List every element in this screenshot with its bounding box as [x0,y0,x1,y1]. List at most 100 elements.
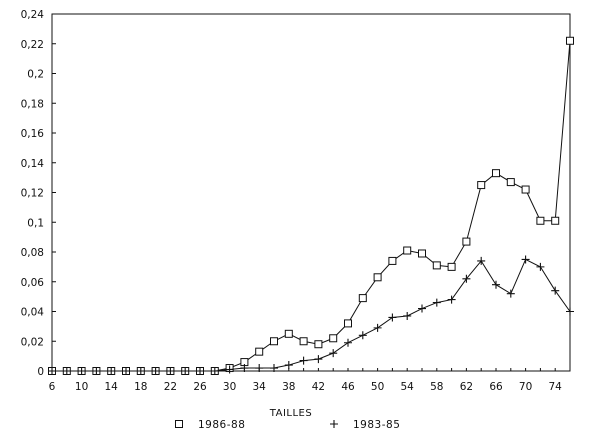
x-tick-label: 18 [134,381,147,393]
data-point-square [462,237,471,246]
y-tick-label: 0,22 [21,39,44,51]
data-point-plus [418,304,426,313]
legend-marker-square [175,420,183,428]
data-point-plus [270,364,278,373]
legend-label: 1986-88 [198,419,245,431]
x-tick-label: 38 [282,381,295,393]
data-point-plus [477,256,486,265]
legend: 1986-88 1983-85 [175,419,400,431]
data-point-plus [521,255,530,264]
y-tick-label: 0,12 [21,188,44,200]
series-line [52,40,571,372]
data-point-plus [314,355,323,364]
x-tick-label: 6 [49,381,56,393]
data-point-square [358,294,367,303]
data-point-square [299,337,308,346]
data-point-square [255,347,264,356]
data-point-square [403,246,412,255]
x-tick-label: 50 [371,381,384,393]
x-tick-label: 22 [164,381,177,393]
data-point-plus [447,295,456,304]
data-point-plus [329,349,338,358]
series-line [52,258,571,372]
y-tick-label: 0,16 [21,128,45,140]
data-point-square [566,36,574,45]
data-point-plus [432,298,441,307]
data-point-plus [151,367,160,375]
data-point-plus [107,367,116,375]
x-tick-label: 30 [223,381,236,393]
x-tick-label: 74 [549,381,563,393]
x-axis-label: TAILLES [269,408,312,419]
x-tick-label: 14 [105,381,119,393]
x-tick-label: 10 [75,381,88,393]
data-point-plus [77,367,86,375]
data-point-plus [166,367,175,375]
data-point-plus [299,356,308,365]
data-point-plus [48,367,56,375]
data-point-plus [225,365,234,374]
data-point-square [447,262,456,271]
x-tick-label: 70 [519,381,532,393]
data-point-square [329,334,338,343]
data-point-plus [196,367,204,375]
data-point-plus [462,274,471,283]
data-point-plus [284,361,293,370]
y-tick-label: 0,14 [21,158,45,170]
y-tick-label: 0,2 [27,69,44,81]
x-tick-label: 46 [341,381,355,393]
data-point-square [432,261,441,270]
data-point-plus [388,313,397,322]
x-tick-label: 54 [401,381,415,393]
y-tick-label: 0,02 [21,336,44,348]
data-point-plus [210,367,219,375]
data-point-plus [536,262,545,271]
y-tick-label: 0,18 [21,98,44,110]
data-point-square [418,249,426,258]
data-point-plus [240,364,249,373]
data-point-plus [255,364,264,373]
data-point-square [388,256,397,265]
data-point-plus [181,367,190,375]
data-point-plus [62,367,71,375]
legend-marker-plus [330,420,338,428]
data-point-plus [506,289,515,298]
data-point-square [506,178,515,187]
x-tick-label: 62 [460,381,473,393]
x-tick-label: 42 [312,381,325,393]
y-tick-label: 0,04 [21,307,45,319]
legend-label: 1983-85 [353,419,400,431]
data-point-plus [358,331,367,340]
data-point-square [284,329,293,338]
data-point-plus [551,286,560,295]
y-axis: 0 0,02 0,04 0,06 0,08 0,1 0,12 0,14 0,16 0,18 0,2 0… [21,9,56,378]
series-1983-85 [48,255,574,375]
data-point-plus [344,338,352,347]
data-point-square [477,181,486,190]
y-tick-label: 0,08 [21,247,44,259]
data-point-plus [136,367,145,375]
x-tick-label: 66 [489,381,503,393]
y-tick-label: 0,06 [21,277,45,289]
data-point-plus [373,323,382,332]
data-point-square [270,337,278,346]
data-point-square [373,273,382,282]
data-point-square [551,216,560,225]
data-point-plus [122,367,130,375]
plot-frame [51,13,571,372]
y-tick-label: 0 [37,366,44,378]
data-point-square [521,185,530,194]
series-1986-88 [48,36,574,375]
data-point-square [536,216,545,225]
data-point-square [492,169,500,178]
x-tick-label: 58 [430,381,443,393]
y-tick-label: 0,1 [27,217,44,229]
y-tick-label: 0,24 [21,9,45,21]
x-tick-label: 26 [193,381,207,393]
data-point-plus [403,311,412,320]
x-tick-label: 34 [253,381,267,393]
data-point-square [344,319,352,328]
series-group [48,36,574,375]
data-point-square [314,340,323,349]
data-point-plus [492,280,500,289]
